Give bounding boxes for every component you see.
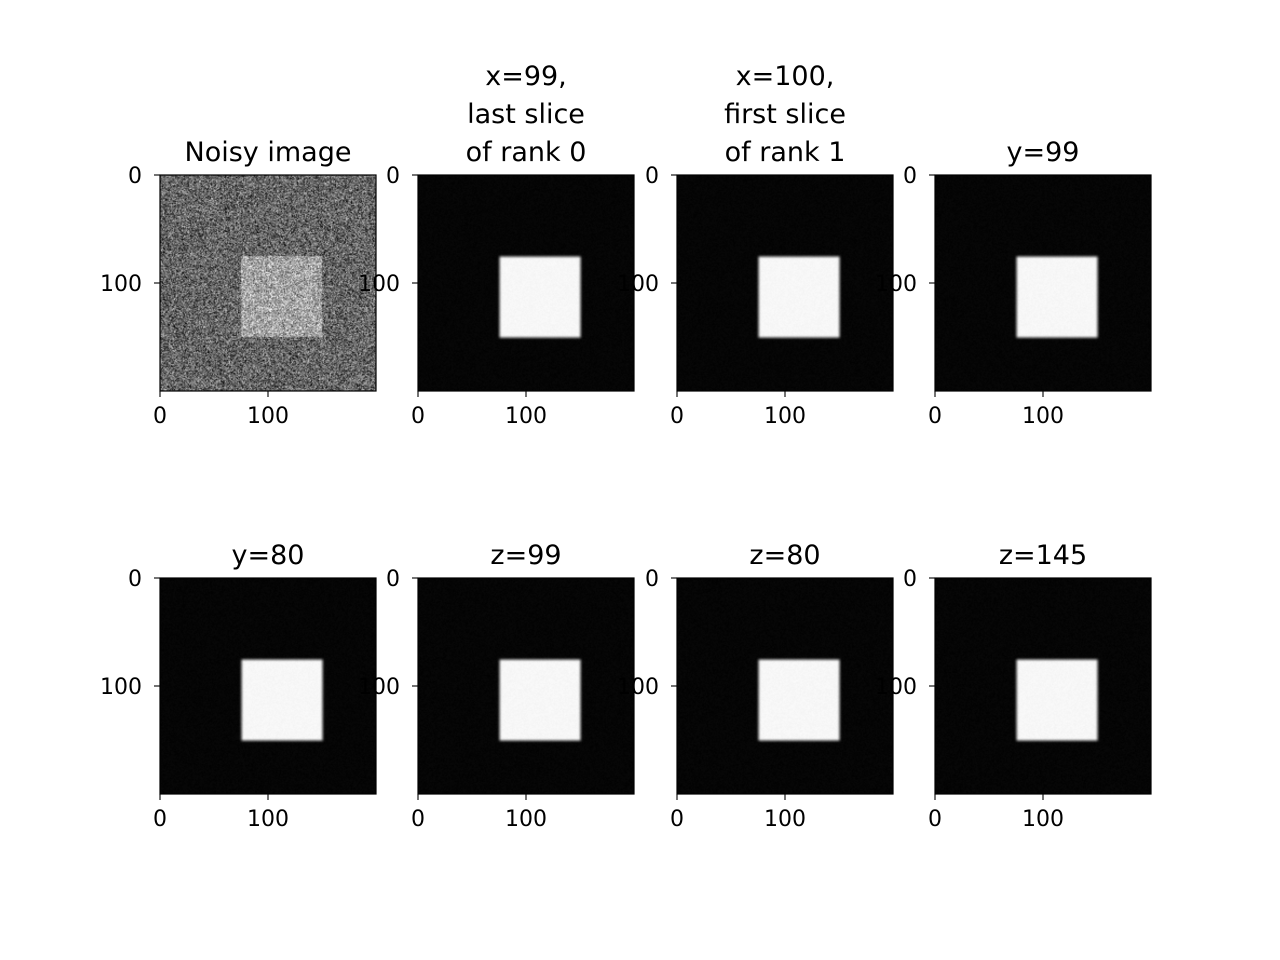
x-tick-label: 0: [153, 807, 167, 832]
panel-image: [160, 578, 376, 794]
panel-image: [418, 175, 634, 391]
panel-image: [935, 175, 1151, 391]
panel-title: x=99,: [485, 61, 567, 92]
panels: 0 100 0 100 Noisy image 0 100 0 100 x=99, last sli…: [100, 61, 1152, 832]
y-tick-label: 0: [386, 164, 400, 189]
y-tick-label: 0: [903, 164, 917, 189]
y-tick-label: 0: [128, 164, 142, 189]
panel-3: 0 100 0 100 x=100, first slice of rank 1: [617, 61, 894, 429]
x-tick-label: 0: [411, 807, 425, 832]
x-tick-label: 100: [1022, 807, 1064, 832]
y-tick-label: 100: [875, 272, 917, 297]
panel-title: last slice: [467, 99, 585, 130]
x-tick-label: 0: [928, 807, 942, 832]
panel-title: of rank 1: [725, 137, 846, 168]
y-tick-label: 100: [358, 675, 400, 700]
x-tick-label: 100: [505, 807, 547, 832]
panel-title: x=100,: [736, 61, 835, 92]
panel-image: [418, 578, 634, 794]
y-tick-label: 100: [617, 675, 659, 700]
panel-title: first slice: [724, 99, 846, 130]
panel-image: [677, 175, 893, 391]
panel-title: y=80: [232, 540, 305, 571]
x-tick-label: 100: [505, 404, 547, 429]
y-tick-label: 100: [875, 675, 917, 700]
x-tick-label: 100: [764, 807, 806, 832]
panel-image: [935, 578, 1151, 794]
y-tick-label: 0: [386, 567, 400, 592]
y-tick-label: 0: [645, 567, 659, 592]
x-tick-label: 0: [153, 404, 167, 429]
panel-title: z=145: [999, 540, 1087, 571]
x-tick-label: 100: [1022, 404, 1064, 429]
panel-image: [160, 175, 376, 391]
x-tick-label: 0: [670, 404, 684, 429]
panel-title: z=99: [490, 540, 561, 571]
panel-title: z=80: [749, 540, 820, 571]
panel-1: 0 100 0 100 Noisy image: [100, 137, 377, 429]
panel-6: 0 100 0 100 z=99: [358, 540, 635, 832]
y-tick-label: 100: [358, 272, 400, 297]
x-tick-label: 100: [247, 404, 289, 429]
y-tick-label: 100: [100, 272, 142, 297]
x-tick-label: 0: [928, 404, 942, 429]
panel-4: 0 100 0 100 y=99: [875, 137, 1152, 429]
y-tick-label: 0: [128, 567, 142, 592]
panel-image: [677, 578, 893, 794]
x-tick-label: 100: [247, 807, 289, 832]
panel-title: of rank 0: [466, 137, 587, 168]
panel-2: 0 100 0 100 x=99, last slice of rank 0: [358, 61, 635, 429]
x-tick-label: 0: [670, 807, 684, 832]
y-tick-label: 0: [903, 567, 917, 592]
panel-title: Noisy image: [185, 137, 352, 168]
x-tick-label: 0: [411, 404, 425, 429]
y-tick-label: 0: [645, 164, 659, 189]
panel-8: 0 100 0 100 z=145: [875, 540, 1152, 832]
y-tick-label: 100: [617, 272, 659, 297]
panel-title: y=99: [1007, 137, 1080, 168]
x-tick-label: 100: [764, 404, 806, 429]
panel-7: 0 100 0 100 z=80: [617, 540, 894, 832]
y-tick-label: 100: [100, 675, 142, 700]
panel-5: 0 100 0 100 y=80: [100, 540, 377, 832]
